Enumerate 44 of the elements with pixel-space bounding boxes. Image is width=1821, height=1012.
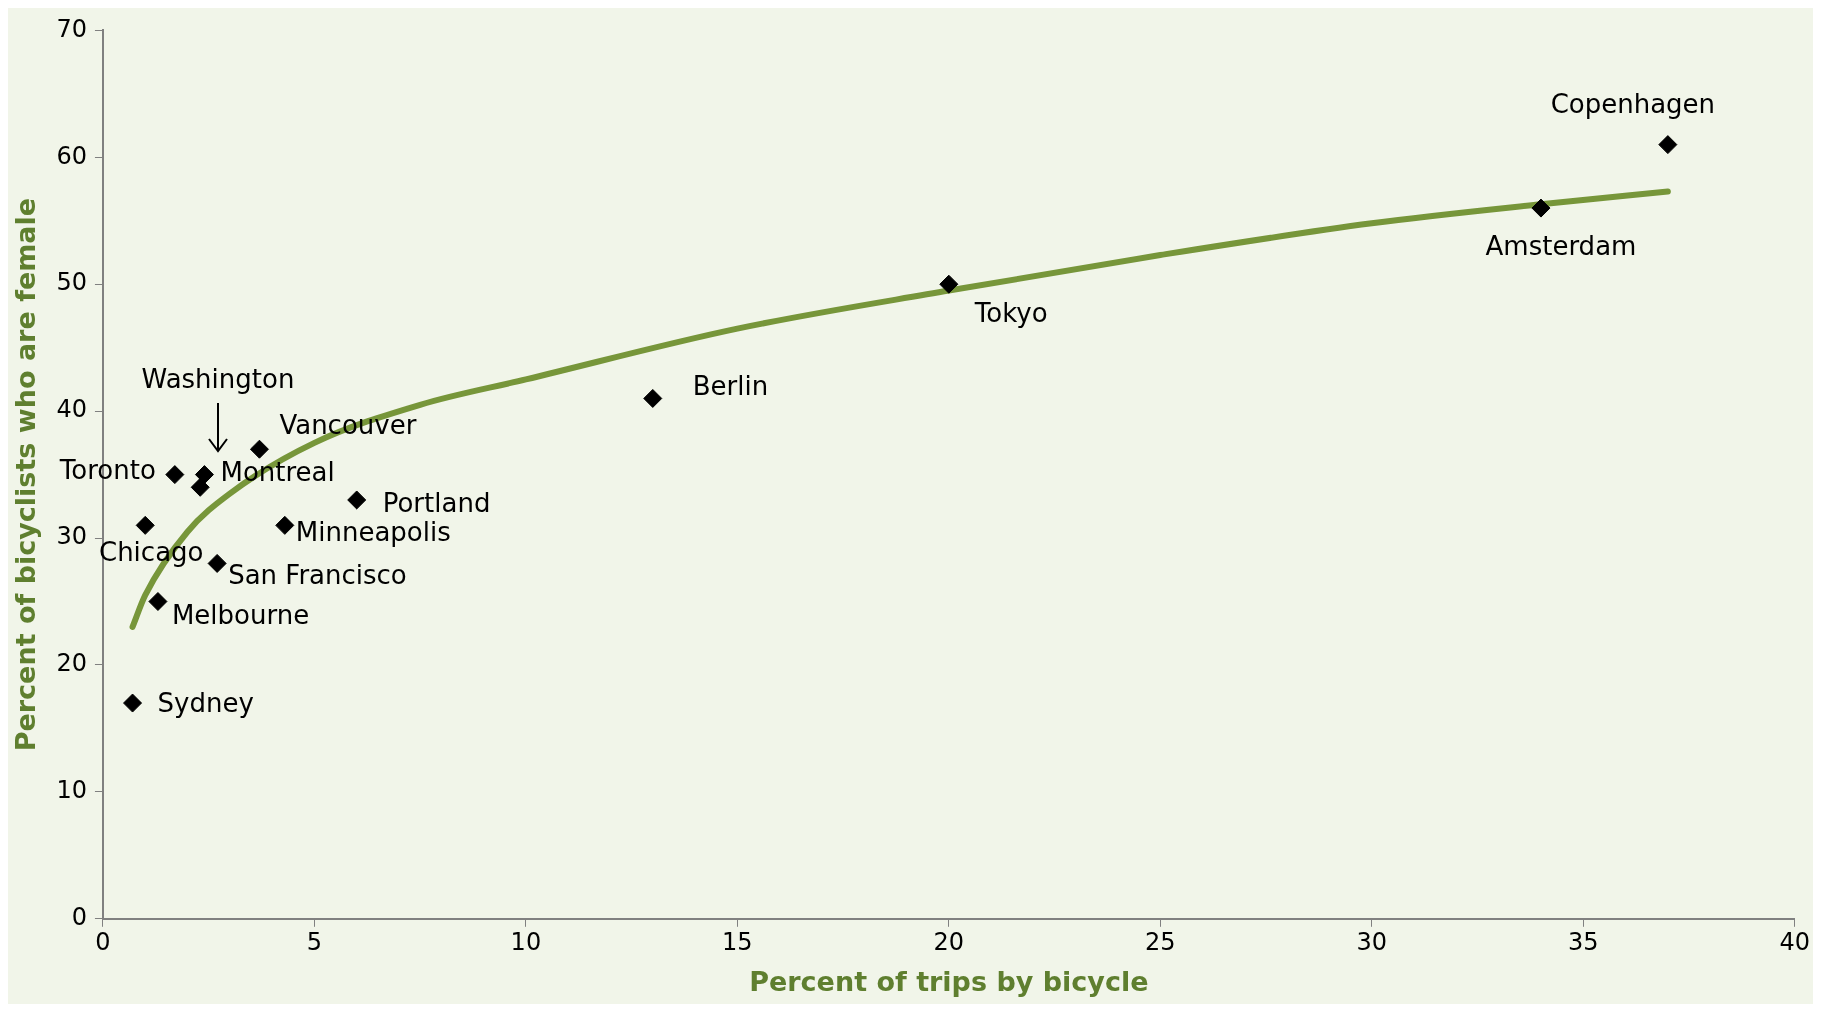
point [643, 388, 663, 408]
annotation: San Francisco [228, 560, 407, 591]
y-tick-label: 60 [56, 141, 87, 170]
point [190, 477, 210, 497]
y-axis-title: Percent of bicyclists who are female [10, 197, 42, 752]
x-tick-label: 35 [1567, 928, 1599, 957]
y-tick-label: 70 [56, 14, 87, 43]
point [939, 274, 959, 294]
point [165, 465, 185, 485]
annotation: Sydney [157, 687, 254, 718]
x-tick-label: 5 [306, 928, 323, 957]
x-tick-label: 20 [933, 928, 965, 957]
annotation: Toronto [58, 455, 156, 486]
annotation: Berlin [692, 371, 769, 402]
annotation: Melbourne [171, 600, 310, 631]
annotation: Portland [382, 487, 491, 518]
annotation: Amsterdam [1485, 230, 1637, 261]
x-tick-label: 15 [722, 928, 753, 957]
y-tick-label: 30 [56, 522, 87, 551]
y-tick-label: 10 [56, 776, 87, 805]
y-tick-label: 20 [56, 649, 87, 678]
point [1531, 198, 1551, 218]
x-tick-label: 30 [1356, 928, 1388, 957]
x-axis-title: Percent of trips by bicycle [749, 965, 1149, 997]
annotation: Copenhagen [1550, 89, 1716, 120]
annotation: Tokyo [973, 297, 1048, 328]
annotation: Washington [141, 364, 295, 395]
y-tick-label: 40 [56, 395, 87, 424]
point [148, 592, 168, 612]
point [249, 439, 269, 459]
annotation: Minneapolis [295, 517, 451, 548]
point [275, 515, 295, 535]
y-tick-label: 0 [71, 903, 87, 932]
x-tick-label: 25 [1145, 928, 1176, 957]
x-tick-label: 0 [95, 928, 111, 957]
point [135, 515, 155, 535]
point [207, 553, 227, 573]
point [194, 465, 214, 485]
x-tick-label: 40 [1779, 928, 1810, 957]
x-tick-label: 10 [510, 928, 542, 957]
y-tick-label: 50 [56, 268, 87, 297]
point [347, 490, 367, 510]
point [123, 693, 143, 713]
point [1658, 135, 1678, 155]
